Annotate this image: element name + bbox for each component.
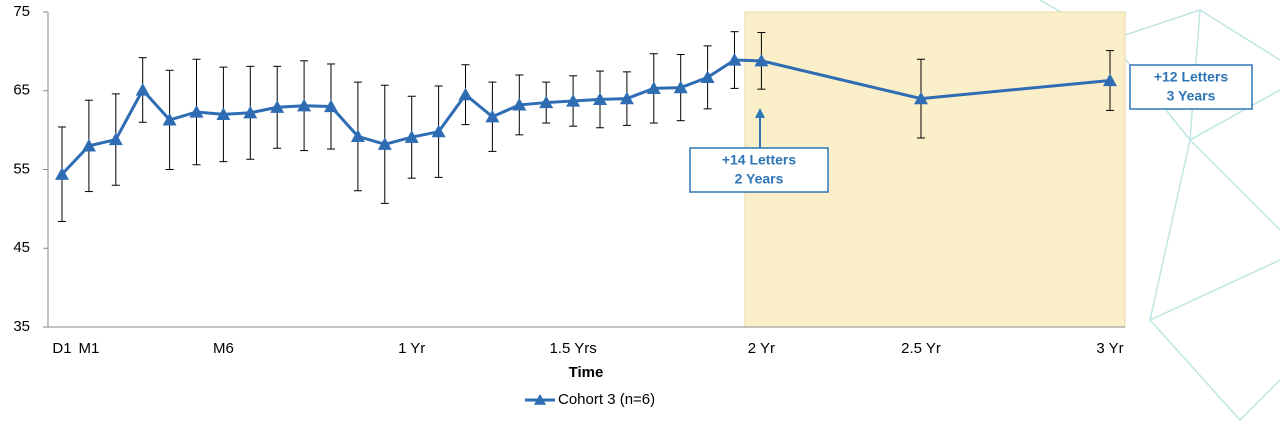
x-tick-label: M1 [78, 340, 99, 357]
marker [324, 99, 338, 113]
annotation-1: +14 Letters 2 Years [689, 108, 829, 193]
marker [458, 87, 473, 101]
x-tick-label: 2 Yr [748, 340, 775, 357]
x-tick-label: M6 [213, 340, 234, 357]
x-tick-label: 1.5 Yrs [549, 340, 596, 357]
marker [81, 138, 96, 152]
annotation-text: 3 Years [1167, 88, 1216, 104]
y-tick-label: 35 [13, 318, 30, 335]
marker [914, 91, 928, 105]
marker [55, 167, 69, 180]
marker [512, 97, 527, 111]
legend-label: Cohort 3 (n=6) [558, 391, 655, 408]
marker [700, 70, 715, 83]
marker [216, 107, 231, 120]
y-tick-label: 55 [13, 160, 30, 177]
marker [108, 132, 123, 146]
x-tick-label: D1 [52, 340, 71, 357]
x-tick-label: 1 Yr [398, 340, 425, 357]
x-tick-label: 3 Yr [1096, 340, 1123, 357]
x-tick-label: 2.5 Yr [901, 340, 941, 357]
marker [619, 91, 634, 105]
marker [404, 130, 419, 143]
marker [297, 98, 312, 112]
y-tick-label: 65 [13, 82, 30, 99]
marker [189, 105, 204, 118]
marker [243, 105, 258, 119]
x-axis-title: Time [569, 364, 604, 381]
annotation-text: 2 Years [735, 171, 784, 187]
marker [135, 82, 150, 96]
marker [727, 53, 742, 66]
marker [350, 129, 365, 143]
legend-marker [534, 394, 546, 405]
marker [162, 112, 177, 126]
marker [646, 81, 661, 94]
marker [593, 92, 607, 106]
annotation-2: +12 Letters 3 Years [1129, 64, 1253, 110]
marker [673, 80, 688, 94]
marker [1103, 73, 1117, 87]
marker [754, 53, 769, 67]
annotation-text: +14 Letters [722, 152, 797, 168]
marker [270, 100, 285, 113]
y-tick-label: 45 [13, 239, 30, 256]
marker [539, 95, 554, 109]
marker [431, 124, 446, 138]
annotation-text: +12 Letters [1154, 69, 1229, 85]
marker [377, 137, 392, 150]
y-tick-label: 75 [13, 3, 30, 20]
marker [566, 93, 581, 107]
marker [485, 109, 500, 123]
